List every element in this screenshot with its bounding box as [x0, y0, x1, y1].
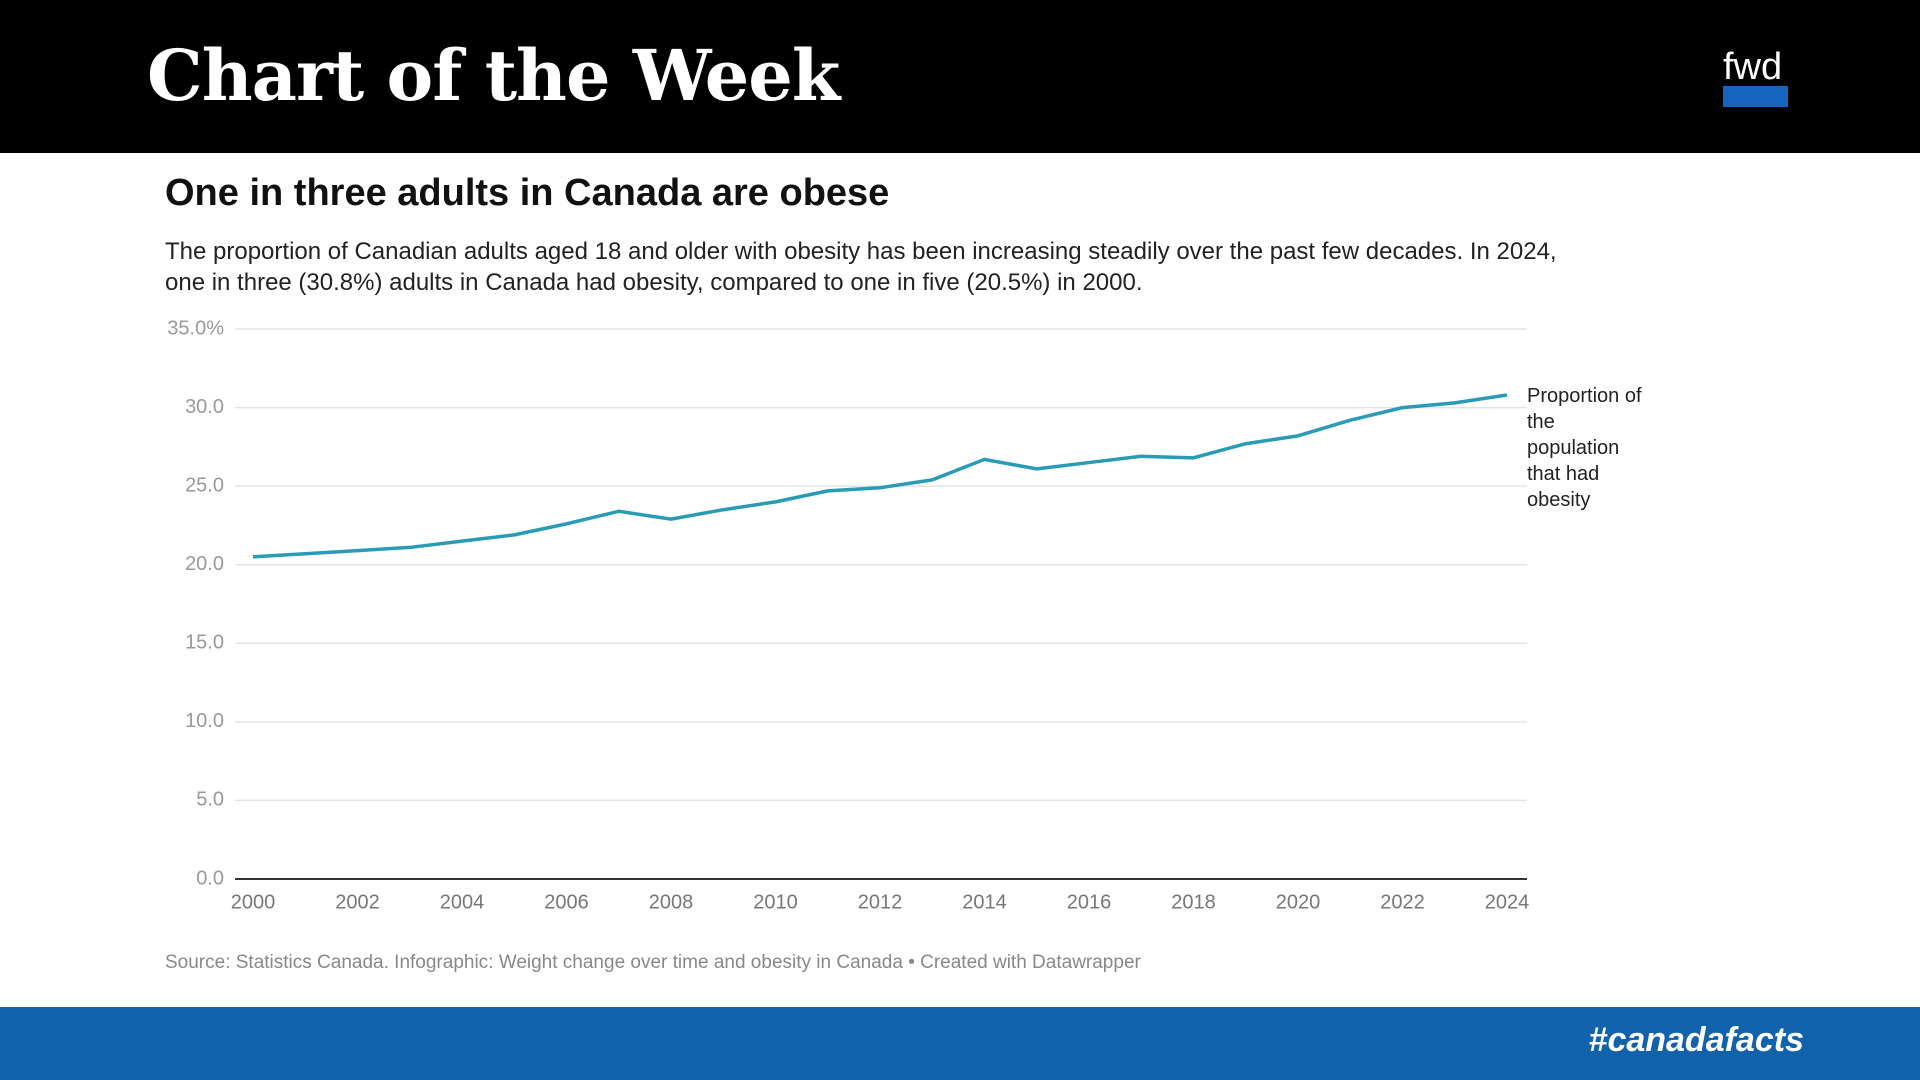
chart-title: One in three adults in Canada are obese: [165, 172, 890, 214]
x-tick-label: 2000: [231, 891, 276, 913]
y-tick-label: 25.0: [185, 474, 224, 496]
header-title: Chart of the Week: [147, 34, 840, 117]
x-tick-label: 2012: [858, 891, 903, 913]
hashtag: #canadafacts: [1588, 1021, 1804, 1059]
source: Source: Statistics Canada. Infographic: …: [165, 952, 1141, 973]
header: Chart of the Week fwd: [0, 0, 1920, 153]
x-tick-label: 2018: [1171, 891, 1216, 913]
y-tick-label: 5.0: [196, 789, 224, 811]
line-series: [252, 393, 1508, 559]
x-tick-label: 2022: [1380, 891, 1425, 913]
footer: #canadafacts: [0, 1007, 1920, 1080]
x-tick-label: 2014: [962, 891, 1007, 913]
y-tick-label: 20.0: [185, 553, 224, 575]
logo: fwd: [1723, 46, 1783, 88]
x-tick-label: 2006: [544, 891, 589, 913]
logo-bar: [1723, 86, 1788, 107]
x-tick-label: 2024: [1485, 891, 1530, 913]
y-tick-label: 35.0%: [167, 317, 224, 339]
y-tick-label: 10.0: [185, 710, 224, 732]
x-tick-label: 2010: [753, 891, 798, 913]
x-tick-label: 2008: [649, 891, 694, 913]
x-tick-label: 2020: [1276, 891, 1321, 913]
y-tick-label: 15.0: [185, 632, 224, 654]
y-tick-label: 0.0: [196, 867, 224, 889]
x-tick-label: 2002: [335, 891, 380, 913]
series-label: Proportion of the population that had ob…: [1527, 385, 1642, 511]
x-tick-label: 2016: [1067, 891, 1112, 913]
x-tick-label: 2004: [440, 891, 485, 913]
chart-subtitle: The proportion of Canadian adults aged 1…: [165, 238, 1557, 296]
y-tick-label: 30.0: [185, 396, 224, 418]
